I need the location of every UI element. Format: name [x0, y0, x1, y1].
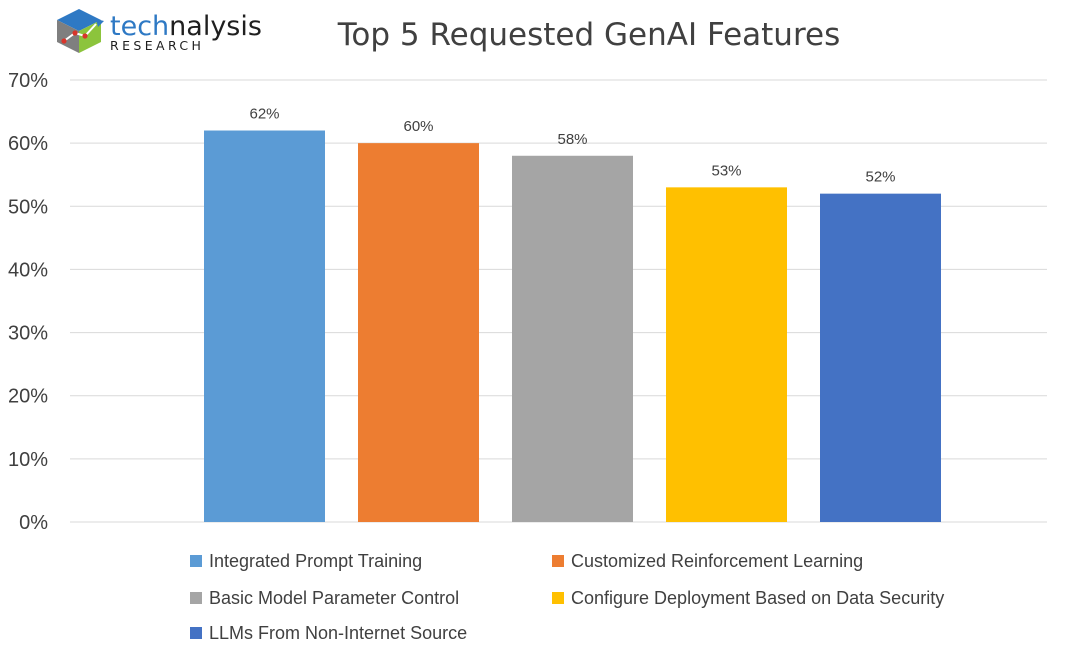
legend-label: Integrated Prompt Training — [209, 551, 422, 571]
y-tick-label: 20% — [8, 386, 48, 408]
y-tick-label: 10% — [8, 449, 48, 471]
legend-swatch — [552, 592, 564, 604]
legend-swatch — [190, 555, 202, 567]
bar — [820, 193, 941, 522]
data-labels: 62% 60% 58% 53% 52% — [249, 106, 895, 186]
legend-item: Integrated Prompt Training — [190, 551, 422, 571]
data-label: 58% — [557, 131, 587, 148]
y-axis-ticks: 0% 10% 20% 30% 40% 50% 60% 70% — [8, 70, 48, 534]
bar — [358, 143, 479, 522]
logo-subtitle: RESEARCH — [110, 38, 204, 53]
legend-label: Configure Deployment Based on Data Secur… — [571, 588, 944, 608]
y-tick-label: 40% — [8, 259, 48, 281]
legend-label: Basic Model Parameter Control — [209, 588, 459, 608]
technalysis-logo: technalysis RESEARCH — [57, 9, 262, 53]
legend-swatch — [190, 627, 202, 639]
y-tick-label: 50% — [8, 196, 48, 218]
bar — [204, 130, 325, 522]
logo-cube-icon — [57, 9, 104, 53]
y-tick-label: 60% — [8, 133, 48, 155]
data-label: 53% — [711, 162, 741, 179]
legend-swatch — [190, 592, 202, 604]
legend-item: Configure Deployment Based on Data Secur… — [552, 588, 944, 608]
y-tick-label: 0% — [19, 512, 48, 534]
bars — [204, 130, 941, 523]
legend: Integrated Prompt Training Customized Rei… — [190, 551, 944, 643]
legend-item: Customized Reinforcement Learning — [552, 551, 863, 571]
y-tick-label: 30% — [8, 323, 48, 345]
chart-title: Top 5 Requested GenAI Features — [337, 17, 841, 53]
legend-swatch — [552, 555, 564, 567]
data-label: 52% — [865, 169, 895, 186]
legend-label: Customized Reinforcement Learning — [571, 551, 863, 571]
legend-item: Basic Model Parameter Control — [190, 588, 459, 608]
data-label: 62% — [249, 106, 279, 123]
data-label: 60% — [403, 118, 433, 135]
bar — [666, 187, 787, 523]
legend-label: LLMs From Non-Internet Source — [209, 623, 467, 643]
legend-item: LLMs From Non-Internet Source — [190, 623, 467, 643]
bar — [512, 155, 633, 522]
y-tick-label: 70% — [8, 70, 48, 92]
logo-name: technalysis — [110, 11, 262, 42]
